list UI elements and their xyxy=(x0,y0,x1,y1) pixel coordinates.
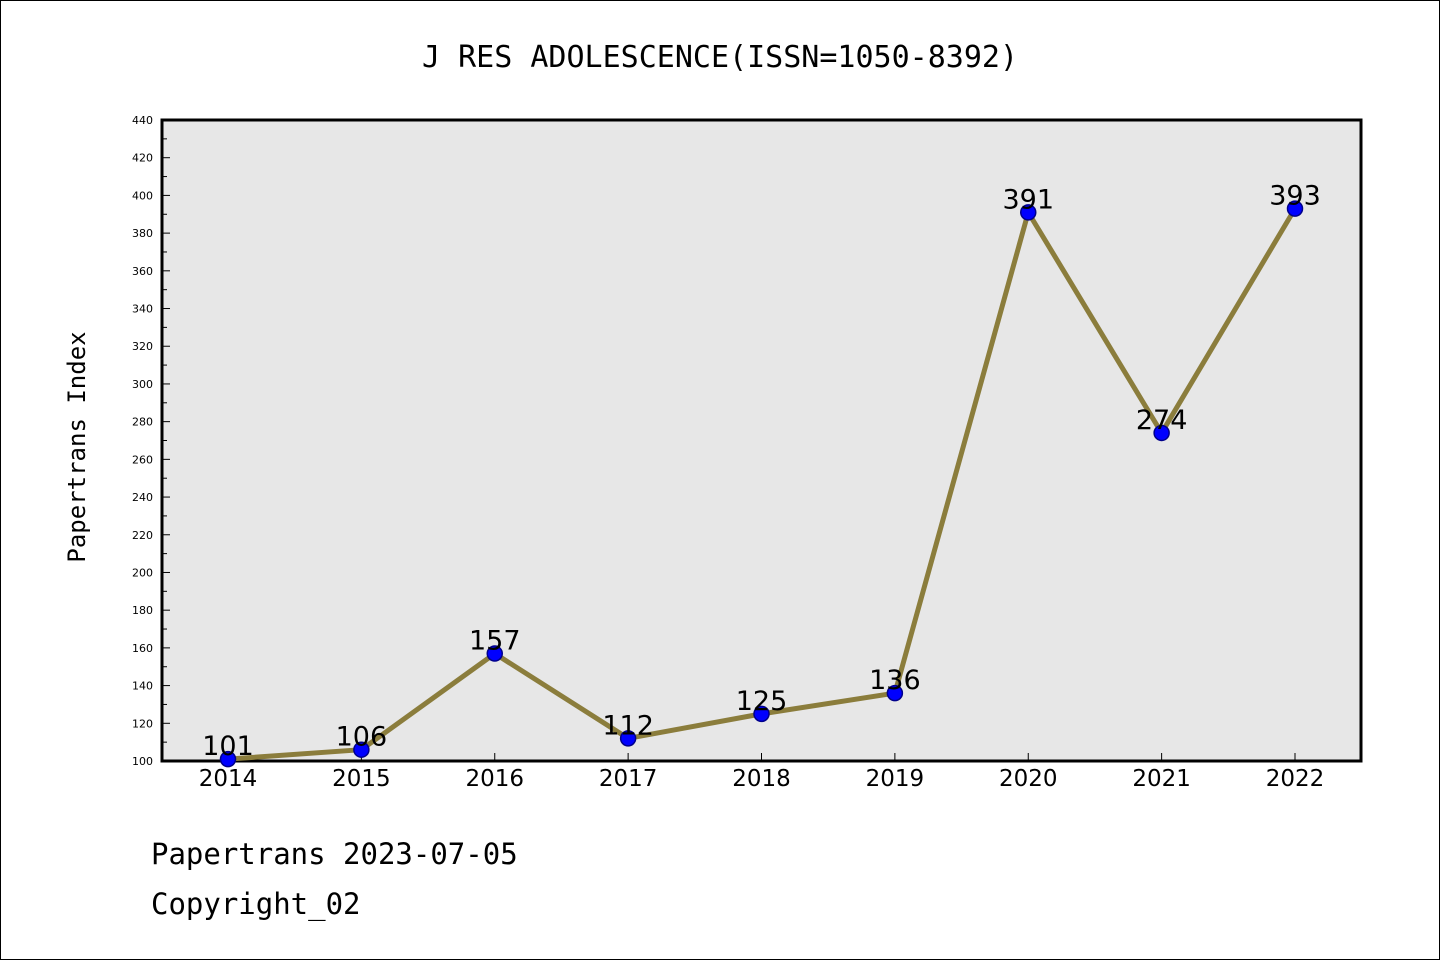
data-point xyxy=(619,730,637,747)
y-axis-label: Papertrans Index xyxy=(63,331,91,562)
y-tick-label: 160 xyxy=(132,642,153,655)
x-tick-label: 2017 xyxy=(599,766,658,792)
y-tick-label: 300 xyxy=(132,378,153,391)
x-tick-label: 2015 xyxy=(332,766,391,792)
y-tick-label: 420 xyxy=(132,152,153,165)
data-point xyxy=(1286,200,1304,217)
x-tick-label: 2021 xyxy=(1132,766,1191,792)
x-tick-label: 2014 xyxy=(199,766,258,792)
x-tick-label: 2019 xyxy=(866,766,925,792)
x-axis: 2014 2015 2016 2017 2018 2019 2020 2021 2022 xyxy=(199,753,1325,792)
data-label: 106 xyxy=(336,722,388,753)
chart-title: J RES ADOLESCENCE(ISSN=1050-8392) xyxy=(422,40,1018,75)
y-tick-label: 120 xyxy=(132,717,153,730)
x-tick-label: 2018 xyxy=(732,766,791,792)
data-label: 125 xyxy=(736,686,788,717)
data-point xyxy=(753,705,770,723)
data-point xyxy=(886,684,904,702)
y-tick-label: 340 xyxy=(132,303,153,316)
footer-copyright: Copyright_02 xyxy=(151,887,361,921)
data-point xyxy=(1153,424,1170,442)
y-tick-label: 400 xyxy=(132,189,153,202)
data-point xyxy=(1020,204,1037,221)
data-labels: 101 106 157 112 125 136 391 274 393 xyxy=(202,181,1321,763)
x-tick-label: 2016 xyxy=(465,766,524,792)
data-point xyxy=(219,750,237,768)
y-tick-label: 260 xyxy=(132,453,153,466)
data-label: 112 xyxy=(602,710,654,741)
y-tick-label: 100 xyxy=(132,755,153,768)
data-point xyxy=(353,741,370,758)
y-tick-label: 140 xyxy=(132,680,153,693)
data-label: 101 xyxy=(202,731,254,762)
y-axis: 100 120 140 160 180 200 220 240 260 280 300 320 340 3… xyxy=(132,114,170,768)
data-label: 274 xyxy=(1136,405,1188,436)
y-tick-label: 220 xyxy=(132,529,153,542)
data-label: 157 xyxy=(469,626,521,657)
x-tick-label: 2022 xyxy=(1266,766,1325,792)
y-tick-label: 180 xyxy=(132,604,153,617)
plot-area xyxy=(160,118,1363,763)
data-label: 391 xyxy=(1002,184,1054,215)
footer-date: Papertrans 2023-07-05 xyxy=(151,837,518,871)
y-tick-label: 320 xyxy=(132,340,153,353)
y-tick-label: 280 xyxy=(132,416,153,429)
y-tick-label: 360 xyxy=(132,265,153,278)
data-label: 393 xyxy=(1269,181,1321,212)
x-tick-label: 2020 xyxy=(999,766,1058,792)
data-series xyxy=(219,200,1304,768)
y-tick-label: 240 xyxy=(132,491,153,504)
y-tick-label: 440 xyxy=(132,114,153,127)
data-point xyxy=(486,645,503,662)
data-label: 136 xyxy=(869,665,921,696)
y-tick-label: 200 xyxy=(132,566,153,579)
y-tick-label: 380 xyxy=(132,227,153,240)
